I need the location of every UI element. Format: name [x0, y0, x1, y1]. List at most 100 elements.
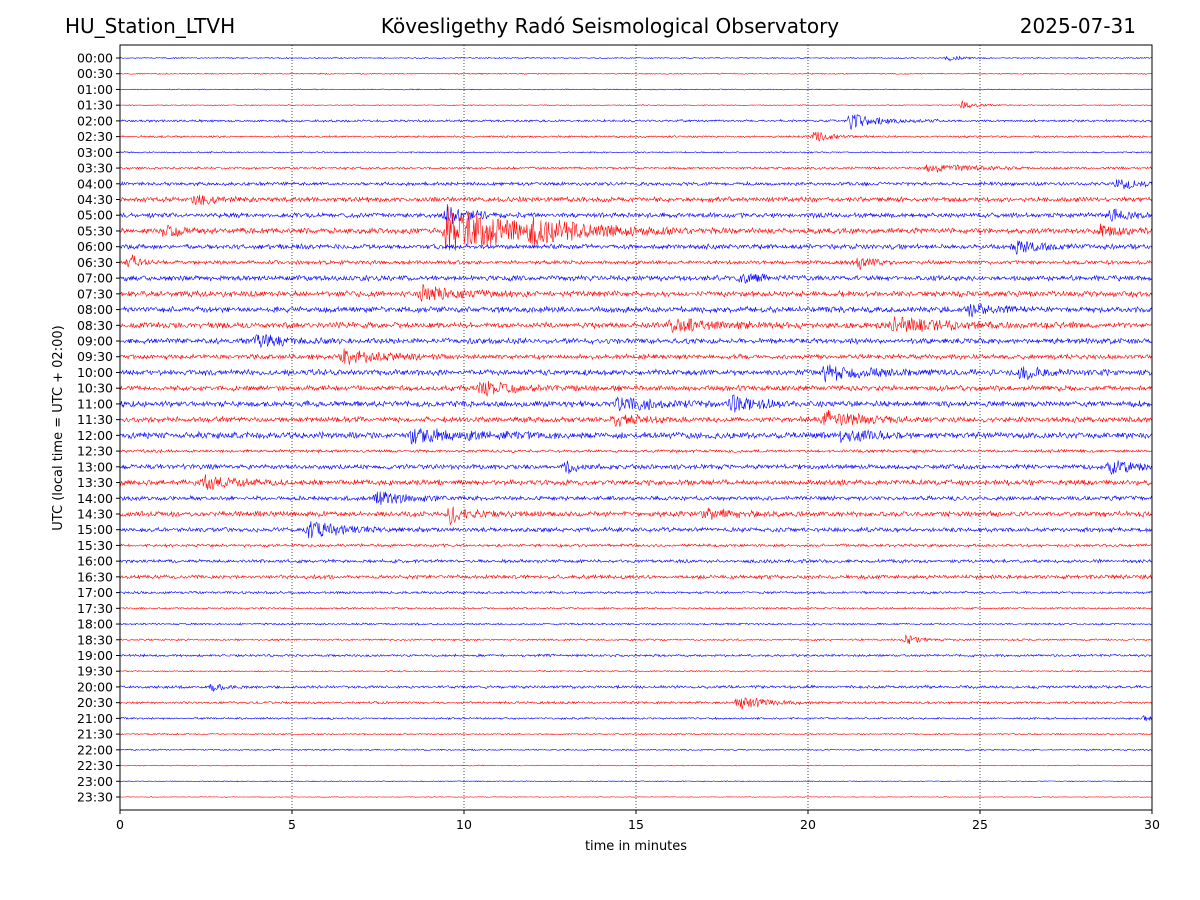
- y-tick-label: 23:30: [77, 790, 113, 805]
- y-tick-label: 22:30: [77, 758, 113, 773]
- x-tick-label: 20: [800, 817, 816, 832]
- y-tick-label: 10:00: [77, 365, 113, 380]
- x-tick-label: 15: [628, 817, 644, 832]
- trace-0530: [119, 206, 1153, 251]
- y-tick-label: 13:30: [77, 475, 113, 490]
- y-tick-label: 09:30: [77, 349, 113, 364]
- trace-2330: [119, 796, 1153, 798]
- y-tick-label: 03:30: [77, 161, 113, 176]
- trace-1100: [119, 394, 1153, 413]
- trace-0030: [119, 72, 1153, 75]
- y-tick-label: 17:00: [77, 585, 113, 600]
- y-tick-label: 11:30: [77, 412, 113, 427]
- trace-2230: [120, 764, 1153, 767]
- y-tick-label: 05:30: [77, 223, 113, 238]
- y-tick-label: 01:30: [77, 98, 113, 113]
- y-tick-label: 12:30: [77, 444, 113, 459]
- trace-0930: [119, 348, 1153, 365]
- trace-1530: [119, 542, 1153, 549]
- y-tick-label: 18:00: [77, 617, 113, 632]
- x-tick-label: 25: [972, 817, 988, 832]
- trace-0000: [119, 55, 1152, 62]
- trace-0630: [119, 254, 1153, 270]
- y-tick-label: 04:30: [77, 192, 113, 207]
- trace-1130: [119, 409, 1153, 427]
- y-tick-label: 06:00: [77, 239, 113, 254]
- y-tick-label: 10:30: [77, 381, 113, 396]
- chart-date: 2025-07-31: [1019, 14, 1136, 38]
- trace-0700: [120, 273, 1153, 284]
- trace-0900: [119, 334, 1153, 349]
- y-tick-label: 19:30: [77, 664, 113, 679]
- chart-title: Kövesligethy Radó Seismological Observat…: [380, 14, 840, 38]
- trace-group: [119, 55, 1153, 798]
- y-tick-label: 04:00: [77, 176, 113, 191]
- x-axis-label: time in minutes: [585, 839, 687, 854]
- y-tick-label: 18:30: [77, 632, 113, 647]
- y-axis: 00:0000:3001:0001:3002:0002:3003:0003:30…: [77, 51, 120, 805]
- trace-0400: [119, 179, 1153, 190]
- y-tick-label: 22:00: [77, 742, 113, 757]
- trace-1830: [119, 634, 1153, 645]
- x-tick-label: 0: [116, 817, 124, 832]
- trace-1200: [119, 428, 1153, 445]
- y-tick-label: 14:00: [77, 491, 113, 506]
- y-tick-label: 21:00: [77, 711, 113, 726]
- trace-2130: [119, 732, 1153, 736]
- trace-2030: [119, 697, 1153, 710]
- station-name: HU_Station_LTVH: [65, 14, 236, 38]
- trace-0500: [119, 204, 1153, 225]
- trace-1800: [119, 622, 1153, 626]
- trace-2000: [119, 683, 1153, 692]
- y-tick-label: 07:00: [77, 271, 113, 286]
- y-tick-label: 16:00: [77, 554, 113, 569]
- y-tick-label: 11:00: [77, 396, 113, 411]
- trace-2200: [119, 748, 1153, 752]
- trace-1930: [119, 669, 1153, 673]
- x-axis: 0 5 10 15 20 25 30: [116, 810, 1160, 832]
- y-tick-label: 02:30: [77, 129, 113, 144]
- trace-1500: [119, 521, 1153, 539]
- trace-0730: [119, 283, 1153, 302]
- y-tick-label: 06:30: [77, 255, 113, 270]
- trace-1900: [120, 653, 1153, 658]
- y-tick-label: 15:00: [77, 522, 113, 537]
- y-tick-label: 21:30: [77, 727, 113, 742]
- trace-1300: [119, 460, 1153, 476]
- y-tick-label: 07:30: [77, 286, 113, 301]
- y-tick-label: 08:00: [77, 302, 113, 317]
- y-tick-label: 16:30: [77, 569, 113, 584]
- x-tick-label: 5: [288, 817, 296, 832]
- y-tick-label: 01:00: [77, 82, 113, 97]
- y-tick-label: 19:00: [77, 648, 113, 663]
- grid-lines: [291, 45, 981, 810]
- y-tick-label: 03:00: [77, 145, 113, 160]
- trace-1600: [119, 558, 1153, 564]
- trace-0130: [120, 100, 1153, 109]
- trace-0200: [119, 114, 1153, 131]
- y-tick-label: 00:30: [77, 66, 113, 81]
- y-tick-label: 05:00: [77, 208, 113, 223]
- trace-1400: [119, 491, 1153, 505]
- y-tick-label: 20:00: [77, 679, 113, 694]
- trace-0830: [119, 316, 1153, 334]
- trace-0600: [120, 240, 1153, 255]
- y-tick-label: 12:00: [77, 428, 113, 443]
- trace-2100: [119, 714, 1153, 722]
- trace-1230: [119, 448, 1153, 454]
- x-tick-label: 10: [456, 817, 472, 832]
- trace-1000: [119, 364, 1153, 383]
- trace-0800: [119, 303, 1153, 318]
- y-tick-label: 23:00: [77, 774, 113, 789]
- trace-1700: [119, 590, 1153, 595]
- trace-1030: [119, 380, 1153, 397]
- trace-0100: [119, 88, 1153, 91]
- x-tick-label: 30: [1144, 817, 1160, 832]
- y-tick-label: 00:00: [77, 51, 113, 66]
- y-tick-label: 15:30: [77, 538, 113, 553]
- y-axis-label: UTC (local time = UTC + 02:00): [51, 325, 66, 530]
- y-tick-label: 08:30: [77, 318, 113, 333]
- y-tick-label: 13:00: [77, 459, 113, 474]
- y-tick-label: 14:30: [77, 506, 113, 521]
